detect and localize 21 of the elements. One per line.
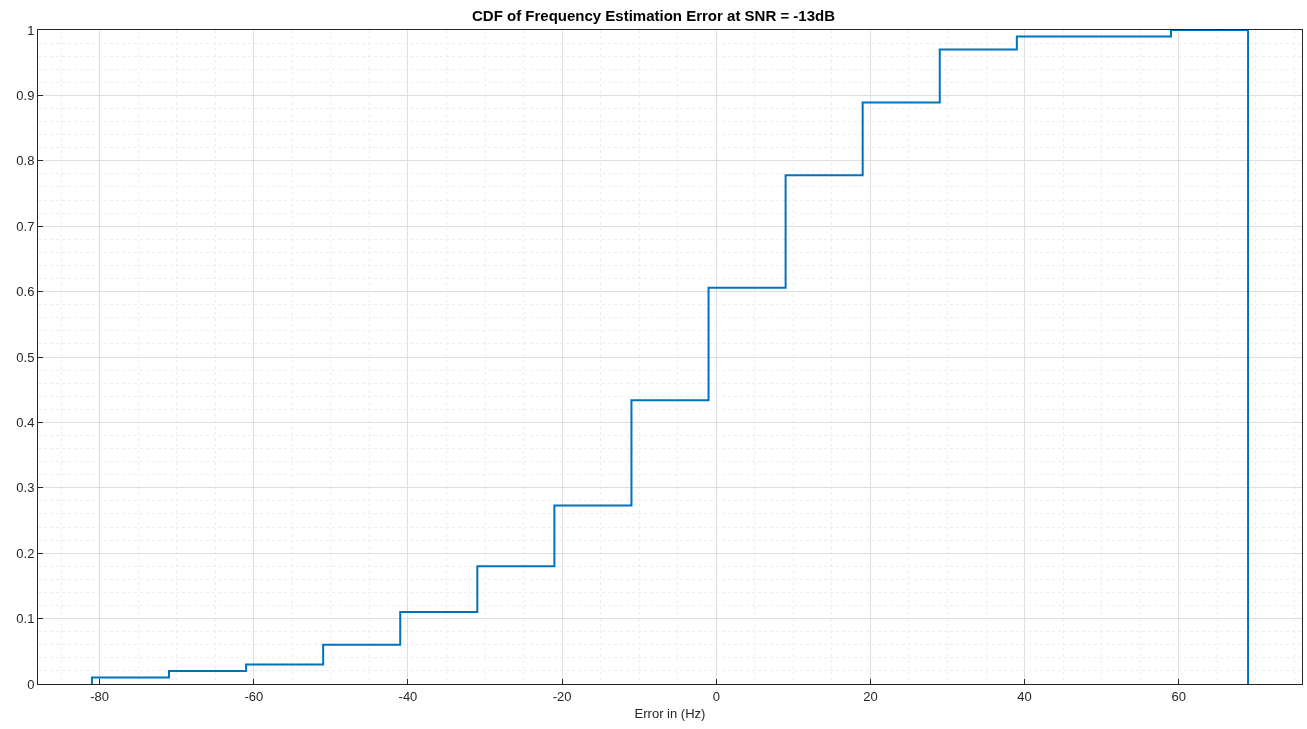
x-tick-label: 20	[863, 688, 878, 704]
y-tick-label: 0.3	[16, 480, 35, 496]
y-tick-label: 0.6	[16, 284, 35, 300]
y-tick-label: 0.9	[16, 87, 35, 103]
x-tick-label: 60	[1171, 688, 1186, 704]
x-tick-label: -80	[90, 688, 110, 704]
x-axis-title: Error in (Hz)	[634, 706, 706, 722]
y-tick-label: 0.4	[16, 414, 35, 430]
x-tick-label: -40	[398, 688, 418, 704]
y-tick-label: 0	[27, 676, 35, 692]
y-tick-label: 0.2	[16, 545, 35, 561]
x-tick-label: 0	[712, 688, 720, 704]
y-tick-label: 0.1	[16, 611, 35, 627]
y-tick-label: 0.7	[16, 218, 35, 234]
y-tick-label: 1	[27, 22, 35, 38]
chart-title: CDF of Frequency Estimation Error at SNR = -13dB	[472, 7, 836, 25]
y-tick-label: 0.8	[16, 153, 35, 169]
x-tick-label: -20	[552, 688, 572, 704]
y-tick-label: 0.5	[16, 349, 35, 365]
x-tick-label: -60	[244, 688, 264, 704]
x-tick-label: 40	[1017, 688, 1032, 704]
